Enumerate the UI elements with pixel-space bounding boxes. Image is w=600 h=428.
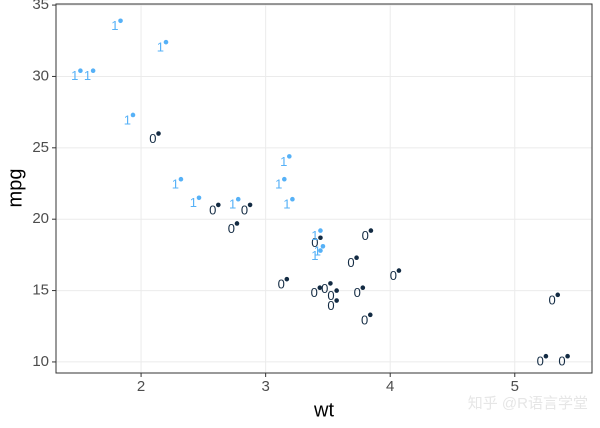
- y-tick-label: 15: [32, 282, 49, 299]
- point: [130, 112, 136, 118]
- point-label: 1: [124, 112, 131, 127]
- point: [163, 39, 169, 45]
- point: [287, 154, 292, 159]
- y-tick-label: 10: [32, 353, 49, 370]
- point-label: 0: [549, 292, 556, 307]
- point: [334, 298, 339, 303]
- point-label: 0: [354, 285, 361, 300]
- point-label: 0: [537, 354, 544, 369]
- y-tick-label: 20: [32, 210, 49, 227]
- point-label: 0: [228, 221, 235, 236]
- point-label: 0: [149, 131, 156, 146]
- point-label: 0: [311, 285, 318, 300]
- x-tick-label: 3: [261, 378, 269, 395]
- point: [318, 235, 323, 241]
- x-tick-label: 4: [386, 378, 394, 395]
- point-label: 0: [390, 268, 397, 283]
- watermark: 知乎 @R语言学堂: [468, 395, 588, 412]
- point: [118, 18, 123, 24]
- point: [90, 68, 96, 74]
- point: [317, 285, 323, 291]
- point-label: 1: [311, 228, 318, 243]
- x-axis-title: wt: [313, 399, 334, 421]
- point-label: 1: [283, 197, 290, 212]
- point-label: 1: [229, 197, 236, 212]
- x-tick-label: 2: [137, 378, 145, 395]
- point-label: 1: [84, 68, 91, 83]
- point-label: 1: [314, 244, 321, 259]
- point-label: 1: [71, 68, 78, 83]
- plot-panel: [56, 4, 592, 373]
- y-tick-label: 25: [32, 139, 49, 156]
- point: [290, 196, 295, 202]
- point-label: 1: [280, 154, 287, 169]
- panel-border: [55, 3, 593, 374]
- point-label: 1: [111, 18, 118, 33]
- point-label: 1: [311, 248, 318, 263]
- point: [216, 202, 221, 208]
- point-label: 0: [558, 354, 565, 369]
- point: [328, 281, 333, 286]
- point-label: 0: [209, 202, 216, 217]
- point: [284, 276, 290, 282]
- point-label: 1: [275, 177, 282, 192]
- point: [234, 221, 240, 226]
- point: [156, 131, 161, 136]
- point: [334, 288, 339, 293]
- point: [360, 285, 366, 291]
- point: [367, 312, 373, 318]
- point: [396, 268, 402, 273]
- y-tick-label: 35: [32, 0, 49, 13]
- point: [565, 353, 570, 359]
- point-label: 0: [311, 235, 318, 250]
- point: [354, 255, 359, 261]
- point-label: 0: [278, 277, 285, 292]
- point-label: 0: [347, 255, 354, 270]
- point: [320, 244, 326, 249]
- point: [318, 248, 323, 253]
- point: [178, 176, 184, 182]
- x-tick-label: 5: [511, 378, 519, 395]
- point-label: 0: [361, 312, 368, 327]
- point-label: 1: [190, 195, 197, 210]
- point-label: 0: [327, 298, 334, 313]
- point: [235, 196, 241, 202]
- point-label: 1: [172, 177, 179, 192]
- y-axis-title: mpg: [4, 169, 26, 208]
- point: [555, 292, 561, 298]
- point: [247, 202, 253, 208]
- point-label: 1: [157, 40, 164, 55]
- point: [543, 353, 549, 359]
- point-label: 0: [362, 228, 369, 243]
- point: [196, 195, 202, 201]
- point: [282, 176, 287, 182]
- point-label: 0: [241, 202, 248, 217]
- point: [78, 68, 83, 74]
- point-label: 0: [327, 288, 334, 303]
- point: [318, 228, 323, 233]
- point-label: 0: [321, 281, 328, 296]
- point: [368, 228, 374, 233]
- y-tick-label: 30: [32, 67, 49, 84]
